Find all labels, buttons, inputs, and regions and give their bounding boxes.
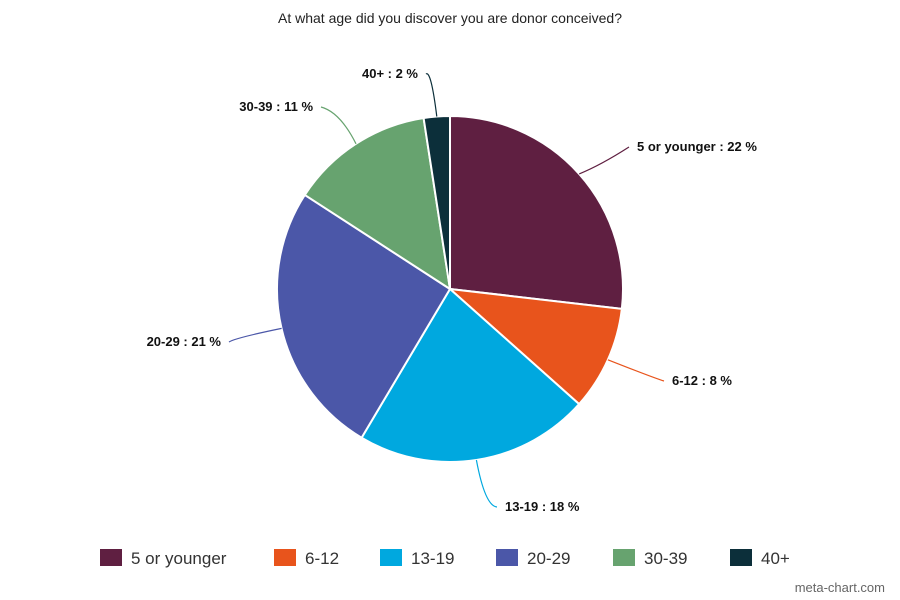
legend-swatch (613, 549, 635, 566)
pie-slices (276, 115, 624, 463)
legend: 5 or younger 6-12 13-19 20-29 30-39 40+ (100, 549, 790, 568)
legend-label: 6-12 (305, 549, 339, 568)
legend-swatch (100, 549, 122, 566)
pie-slice (449, 115, 624, 310)
leader-lines (228, 73, 665, 508)
legend-label: 20-29 (527, 549, 570, 568)
legend-label: 30-39 (644, 549, 687, 568)
data-label: 13-19 : 18 % (505, 499, 580, 514)
data-label: 20-29 : 21 % (147, 334, 222, 349)
watermark-text: meta-chart.com (795, 580, 885, 595)
data-labels: 5 or younger : 22 % 6-12 : 8 % 13-19 : 18 … (147, 66, 758, 514)
leader-line (475, 459, 498, 508)
data-label: 40+ : 2 % (362, 66, 418, 81)
legend-label: 13-19 (411, 549, 454, 568)
data-label: 30-39 : 11 % (239, 99, 313, 114)
leader-line (320, 106, 357, 145)
pie-slice (360, 288, 581, 463)
leader-line (607, 359, 665, 382)
legend-swatch (380, 549, 402, 566)
pie-slice (422, 115, 451, 290)
legend-swatch (274, 549, 296, 566)
legend-label: 40+ (761, 549, 790, 568)
chart-title: At what age did you discover you are don… (278, 10, 622, 26)
leader-line (228, 327, 282, 343)
data-label: 6-12 : 8 % (672, 373, 732, 388)
data-label: 5 or younger : 22 % (637, 139, 757, 154)
legend-label: 5 or younger (131, 549, 227, 568)
legend-swatch (730, 549, 752, 566)
pie-slice (449, 288, 623, 406)
leader-line (578, 146, 630, 175)
leader-line (425, 73, 438, 117)
legend-swatch (496, 549, 518, 566)
